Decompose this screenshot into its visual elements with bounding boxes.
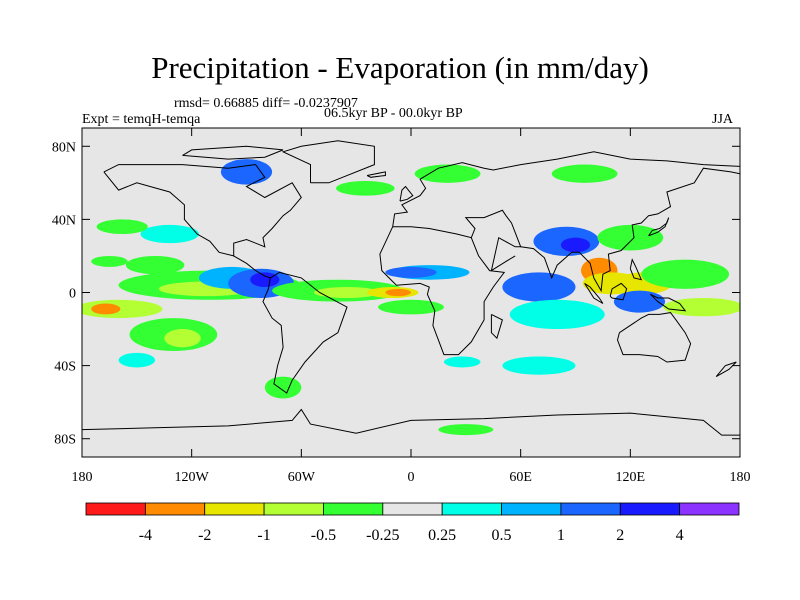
anomaly-patch xyxy=(140,224,199,244)
coastline xyxy=(520,167,740,293)
colorbar-label: -0.25 xyxy=(366,527,399,544)
anomaly-patch xyxy=(378,299,444,315)
anomaly-patch xyxy=(91,255,128,267)
anomaly-patch xyxy=(125,255,185,275)
coastline xyxy=(82,408,740,436)
colorbar-swatch xyxy=(85,502,146,516)
colorbar-swatch xyxy=(441,502,502,516)
lon-tick-label: 60E xyxy=(509,470,532,485)
colorbar-swatch xyxy=(144,502,206,516)
colorbar-label: -1 xyxy=(257,527,270,544)
colorbar-label: 2 xyxy=(616,527,624,544)
anomaly-patch xyxy=(314,287,380,298)
colorbar-label: 0.25 xyxy=(428,527,456,544)
anomaly-patch xyxy=(641,259,730,289)
anomaly-patch xyxy=(443,356,481,368)
anomaly-patch xyxy=(220,159,273,185)
plot-title: Precipitation - Evaporation (in mm/day) xyxy=(151,50,649,85)
anomaly-patch xyxy=(250,272,280,288)
coastline xyxy=(379,226,506,356)
colorbar-swatch xyxy=(679,502,740,516)
coastline xyxy=(490,313,503,340)
lat-tick-label: 80S xyxy=(54,433,76,448)
coastline xyxy=(366,171,386,178)
anomaly-patch xyxy=(385,288,412,297)
colorbar-label: 0.5 xyxy=(492,527,512,544)
colorbar-label: -4 xyxy=(139,527,152,544)
colorbar-swatch xyxy=(501,502,562,516)
season-label: JJA xyxy=(712,112,734,127)
anomaly-patch xyxy=(336,181,395,196)
lat-tick-label: 0 xyxy=(69,287,76,302)
colorbar-swatch xyxy=(382,502,443,516)
coastline xyxy=(648,217,670,237)
colorbar-swatch xyxy=(263,502,324,516)
coastline xyxy=(281,140,375,184)
anomaly-patch xyxy=(560,237,591,253)
coastline xyxy=(103,171,234,257)
anomaly-patch xyxy=(438,424,494,436)
experiment-label: Expt = temqH-temqa xyxy=(82,112,201,127)
coastline xyxy=(103,164,348,394)
anomaly-patch xyxy=(502,272,576,302)
lat-tick-label: 40S xyxy=(54,360,76,375)
coastline xyxy=(616,312,692,363)
anomaly-patch xyxy=(264,376,302,399)
lon-tick-label: 0 xyxy=(408,470,415,485)
lon-tick-label: 120E xyxy=(616,470,646,485)
anomaly-patch xyxy=(502,356,576,375)
coastline xyxy=(584,282,604,304)
anomaly-patch xyxy=(118,352,156,368)
colorbar-label: 4 xyxy=(676,527,684,544)
anomaly-patch xyxy=(414,164,481,183)
anomaly-patch xyxy=(663,297,740,317)
anomaly-patch xyxy=(96,219,148,235)
period-label: 06.5kyr BP - 00.0kyr BP xyxy=(324,106,463,121)
anomaly-patch xyxy=(164,329,201,348)
coastline xyxy=(399,185,414,202)
colorbar-swatch xyxy=(560,502,621,516)
anomaly-patch xyxy=(91,303,121,315)
lon-tick-label: 180 xyxy=(730,470,751,485)
anomaly-patch xyxy=(551,164,618,183)
colorbar-swatch xyxy=(323,502,384,516)
coastline xyxy=(650,293,687,312)
coastline xyxy=(182,145,284,160)
stats-line: rmsd= 0.66885 diff= -0.0237907 xyxy=(174,96,358,111)
coastlines xyxy=(82,140,740,436)
lon-tick-label: 120W xyxy=(175,470,210,485)
anomaly-patch xyxy=(385,266,437,278)
lon-tick-label: 180 xyxy=(72,470,93,485)
lat-tick-label: 80N xyxy=(52,140,76,155)
coastline xyxy=(715,361,737,378)
colorbar-label: -2 xyxy=(198,527,211,544)
colorbar: -4 -2 -1 -0.5 -0.25 0.25 0.5 1 2 4 xyxy=(85,502,740,544)
lon-tick-label: 60W xyxy=(288,470,316,485)
anomaly-patch xyxy=(597,224,664,251)
colorbar-swatch xyxy=(619,502,681,516)
coastline xyxy=(609,282,628,301)
colorbar-label: -0.5 xyxy=(311,527,336,544)
anomaly-patch xyxy=(509,299,605,330)
coastline xyxy=(464,209,522,272)
coastline xyxy=(392,151,740,227)
coastline xyxy=(629,258,643,281)
colorbar-swatch xyxy=(204,502,265,516)
lat-tick-label: 40N xyxy=(52,213,76,228)
axis-ticks: 80N 40N 0 40S 80S 180 120W 60W 0 60E 120E 180 xyxy=(52,128,751,485)
colorbar-label: 1 xyxy=(557,527,565,544)
